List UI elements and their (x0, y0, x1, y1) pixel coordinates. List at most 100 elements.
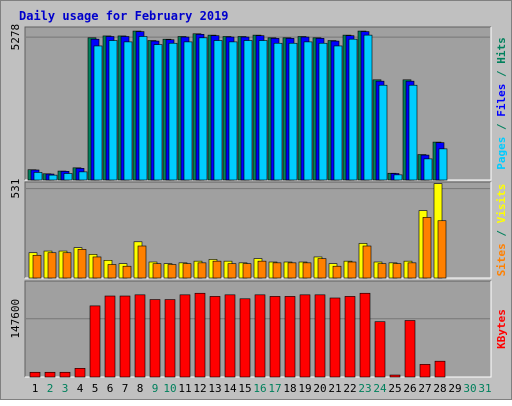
x-tick-label: 10 (163, 382, 176, 395)
legend-entry: / (495, 223, 508, 243)
bar-sites-day-27 (422, 217, 432, 279)
bar-sites-day-16 (257, 260, 267, 279)
bar-sites-day-26 (407, 262, 417, 279)
legend-entry: / (495, 64, 508, 84)
bar-pages-day-7 (123, 41, 133, 181)
bar-sites-day-22 (347, 261, 357, 279)
bar-kbytes-day-4 (74, 368, 86, 378)
bar-kbytes-day-9 (149, 299, 161, 378)
bar-pages-day-21 (333, 45, 343, 181)
legend-entry: KBytes (495, 309, 508, 349)
x-tick-label: 18 (283, 382, 296, 395)
bar-kbytes-day-15 (239, 298, 251, 378)
bar-pages-day-26 (408, 84, 418, 181)
x-tick-label: 7 (122, 382, 129, 395)
bar-pages-day-6 (108, 40, 118, 181)
bar-sites-day-19 (302, 262, 312, 279)
bar-kbytes-day-7 (119, 295, 131, 378)
series-legend: Pages / Files / Hits (495, 37, 508, 170)
bar-kbytes-day-27 (419, 364, 431, 378)
x-tick-label: 14 (223, 382, 237, 395)
bar-sites-day-13 (212, 260, 222, 279)
y-tick-label: 5278 (9, 24, 22, 51)
bar-pages-day-4 (78, 171, 88, 181)
plot-border-dark (24, 280, 491, 377)
bar-pages-day-11 (183, 41, 193, 181)
legend-entry: Hits (495, 37, 508, 64)
bar-pages-day-1 (33, 172, 43, 181)
bar-kbytes-day-12 (194, 292, 206, 378)
bar-pages-day-13 (213, 40, 223, 181)
bar-pages-day-15 (243, 40, 253, 181)
legend-entry: Pages (495, 137, 508, 170)
chart-panels: 5278 Pages / Files / Hits 531 Sites / Visit… (9, 24, 508, 378)
x-tick-label: 29 (448, 382, 461, 395)
bar-kbytes-day-24 (374, 321, 386, 378)
bar-sites-day-24 (377, 263, 387, 279)
bar-pages-day-14 (228, 41, 238, 181)
bar-pages-day-8 (138, 36, 148, 181)
bar-kbytes-day-23 (359, 292, 371, 378)
y-tick-label: 531 (9, 179, 22, 199)
x-tick-label: 24 (373, 382, 387, 395)
bar-kbytes-day-26 (404, 320, 416, 378)
x-axis-day-labels: 1 2 3 4 5 6 7 8 9 10 11 12 13 14 15 16 17 18 19 20 21 22 23 24 2… (32, 382, 492, 395)
bar-pages-day-17 (273, 42, 283, 181)
bar-pages-day-20 (318, 42, 328, 181)
x-tick-label: 31 (478, 382, 491, 395)
x-tick-label: 5 (92, 382, 99, 395)
bar-sites-day-17 (272, 262, 282, 279)
bar-kbytes-day-28 (434, 360, 446, 378)
x-tick-label: 20 (313, 382, 326, 395)
x-tick-label: 9 (152, 382, 159, 395)
x-tick-label: 27 (418, 382, 431, 395)
bar-sites-day-3 (62, 252, 72, 279)
bar-pages-day-2 (48, 174, 58, 181)
bar-kbytes-day-5 (89, 305, 101, 378)
x-tick-label: 17 (268, 382, 281, 395)
bar-pages-day-25 (393, 174, 403, 181)
bar-pages-day-28 (438, 148, 448, 181)
x-tick-label: 22 (343, 382, 356, 395)
x-tick-label: 1 (32, 382, 39, 395)
bar-kbytes-day-6 (104, 295, 116, 378)
bar-kbytes-day-11 (179, 294, 191, 378)
x-tick-label: 25 (388, 382, 401, 395)
bar-kbytes-day-20 (314, 294, 326, 378)
x-tick-label: 12 (193, 382, 206, 395)
bar-sites-day-9 (152, 263, 162, 279)
bar-sites-day-12 (197, 262, 207, 279)
bar-pages-day-5 (93, 45, 103, 181)
bar-sites-day-25 (392, 263, 402, 279)
bar-sites-day-28 (437, 220, 447, 279)
x-tick-label: 13 (208, 382, 221, 395)
panel-sites-visits: 531 Sites / Visits (9, 179, 508, 279)
x-tick-label: 26 (403, 382, 416, 395)
bar-kbytes-day-16 (254, 294, 266, 378)
bar-sites-day-2 (47, 252, 57, 279)
x-tick-label: 28 (433, 382, 446, 395)
bar-sites-day-18 (287, 262, 297, 279)
bar-kbytes-day-10 (164, 299, 176, 378)
x-tick-label: 2 (47, 382, 54, 395)
bar-pages-day-22 (348, 38, 358, 181)
x-tick-label: 16 (253, 382, 266, 395)
bar-pages-day-12 (198, 37, 208, 181)
bar-sites-day-10 (167, 264, 177, 279)
bar-sites-day-20 (317, 258, 327, 279)
bar-pages-day-24 (378, 84, 388, 181)
x-tick-label: 6 (107, 382, 114, 395)
x-tick-label: 11 (178, 382, 191, 395)
x-tick-label: 19 (298, 382, 311, 395)
bar-kbytes-day-2 (44, 371, 56, 378)
bar-pages-day-19 (303, 41, 313, 181)
bar-kbytes-day-21 (329, 297, 341, 378)
x-tick-label: 3 (62, 382, 69, 395)
bar-sites-day-4 (77, 249, 87, 279)
bar-pages-day-3 (63, 173, 73, 181)
legend-entry: Visits (495, 184, 508, 224)
bar-kbytes-day-25 (389, 374, 401, 378)
bar-sites-day-14 (227, 263, 237, 279)
